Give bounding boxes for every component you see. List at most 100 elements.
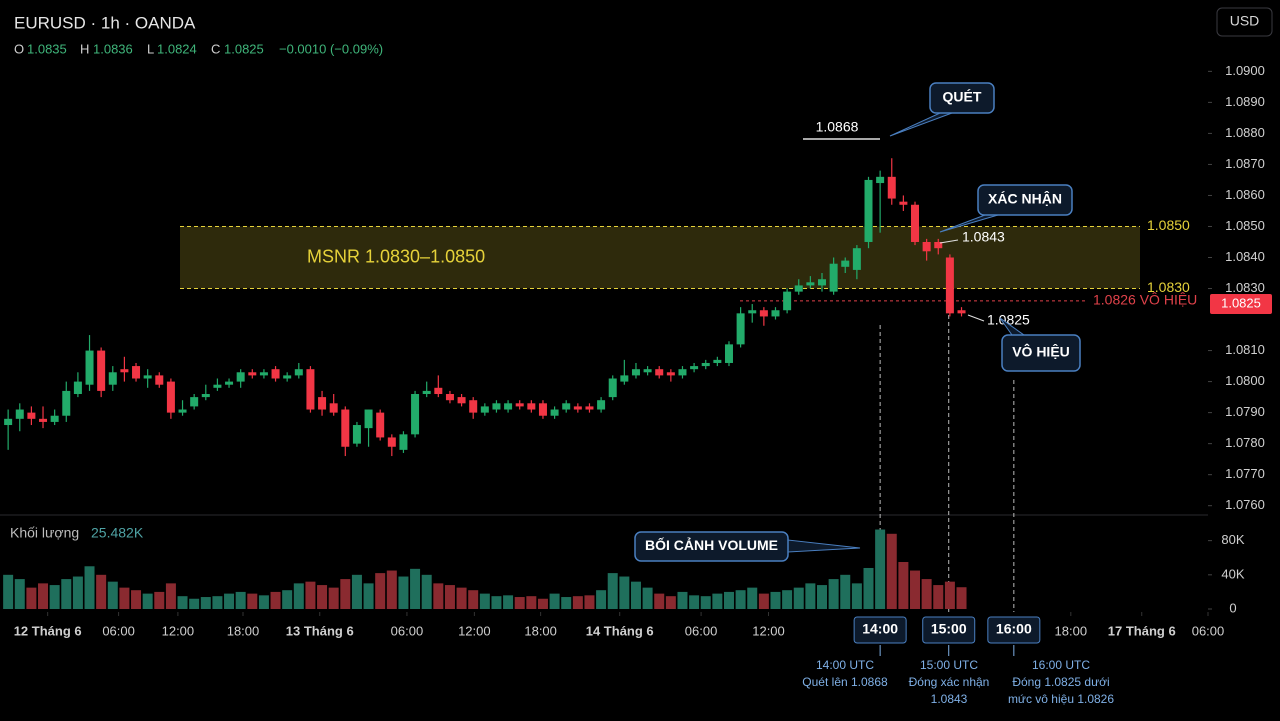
candle-body [190,397,199,407]
volume-bar [584,595,595,609]
volume-bar [723,591,734,609]
volume-bar [514,597,525,609]
candle-body [132,366,141,379]
candle-body [399,434,408,450]
callout-box [929,82,995,114]
marker-note: mức vô hiệu 1.0826 [1008,692,1114,706]
volume-bar [503,595,514,609]
candle-body [550,409,559,416]
candle-body [4,418,13,426]
candle-body [329,403,338,413]
y-tick-label: 1.0800 [1225,373,1265,388]
candle-body [527,403,536,410]
time-marker-label: 15:00 [931,621,967,637]
candle-body [631,369,640,376]
candle-body [236,372,245,382]
x-tick-label: 18:00 [524,623,557,638]
candle-body [748,310,757,314]
volume-bar [619,576,630,609]
ohlc-label: L [147,41,154,56]
volume-bar [38,583,49,609]
candle-body [294,369,303,376]
volume-bar [165,583,176,609]
candle-body [783,291,792,311]
volume-bar [910,570,921,609]
volume-title: Khối lượng [10,525,79,541]
volume-bar [107,581,118,609]
time-marker-box [853,616,907,644]
x-tick-label: 18:00 [1055,623,1088,638]
x-tick-label: 12:00 [458,623,491,638]
y-tick-label: 1.0830 [1225,280,1265,295]
y-tick-label: 1.0860 [1225,187,1265,202]
volume-bar [630,581,641,609]
x-tick-label: 14 Tháng 6 [586,623,654,638]
volume-bar [607,573,618,609]
volume-bar [793,587,804,609]
volume-bar [782,590,793,609]
candle-body [492,403,501,410]
volume-bar [851,583,862,609]
volume-bar [3,574,14,609]
candle-body [597,400,606,410]
marker-note: 16:00 UTC [1032,658,1090,672]
volume-bar [665,596,676,609]
volume-bar [340,579,351,609]
volume-bar [282,590,293,609]
y-tick-label: 1.0810 [1225,342,1265,357]
volume-bar [828,579,839,609]
candle-body [504,403,513,410]
volume-bar [26,587,37,609]
y-tick-label: 1.0780 [1225,435,1265,450]
volume-bar [96,574,107,609]
volume-bar [561,597,572,609]
candle-body [794,285,803,292]
candle-body [155,375,164,385]
x-tick-label: 18:00 [227,623,260,638]
candle-body [736,313,745,345]
candle-body [713,359,722,363]
volume-bar [537,598,548,609]
volume-bar [131,590,142,609]
callout-text: BỐI CẢNH VOLUME [645,536,778,553]
candle-body [73,381,82,395]
time-marker-label: 14:00 [862,621,898,637]
volume-bar [119,587,130,609]
volume-bar [49,585,60,609]
candle-body [15,409,24,419]
level-label: 1.0825 [987,312,1030,328]
volume-bar [72,576,83,609]
volume-tick-label: 80K [1221,532,1244,547]
ohlc-value: 1.0825 [224,41,264,56]
volume-bar [840,574,851,609]
y-tick-label: 1.0790 [1225,404,1265,419]
candle-body [341,409,350,447]
volume-bar [398,576,409,609]
callout-text: XÁC NHẬN [988,190,1062,207]
candle-body [457,397,466,404]
candle-body [283,375,292,379]
zone-label: MSNR 1.0830–1.0850 [307,246,485,266]
callout-text: QUÉT [943,89,982,105]
volume-bar [572,596,583,609]
marker-note: Quét lên 1.0868 [802,675,888,689]
volume-bar [758,593,769,609]
volume-bar [386,570,397,609]
currency[interactable]: USD [1230,13,1260,29]
candle-body [957,310,966,314]
volume-bar [200,597,211,609]
x-tick-label: 17 Tháng 6 [1108,623,1176,638]
y-tick-label: 1.0880 [1225,125,1265,140]
currency-button[interactable] [1216,7,1273,37]
volume-bar [468,590,479,609]
candle-body [376,412,385,438]
candle-body [225,381,234,385]
x-tick-label: 13 Tháng 6 [286,623,354,638]
volume-bar [898,562,909,609]
volume-bar [805,583,816,609]
volume-bar [735,590,746,609]
x-tick-label: 06:00 [102,623,135,638]
y-tick-label: 1.0890 [1225,94,1265,109]
volume-bar [375,573,386,609]
